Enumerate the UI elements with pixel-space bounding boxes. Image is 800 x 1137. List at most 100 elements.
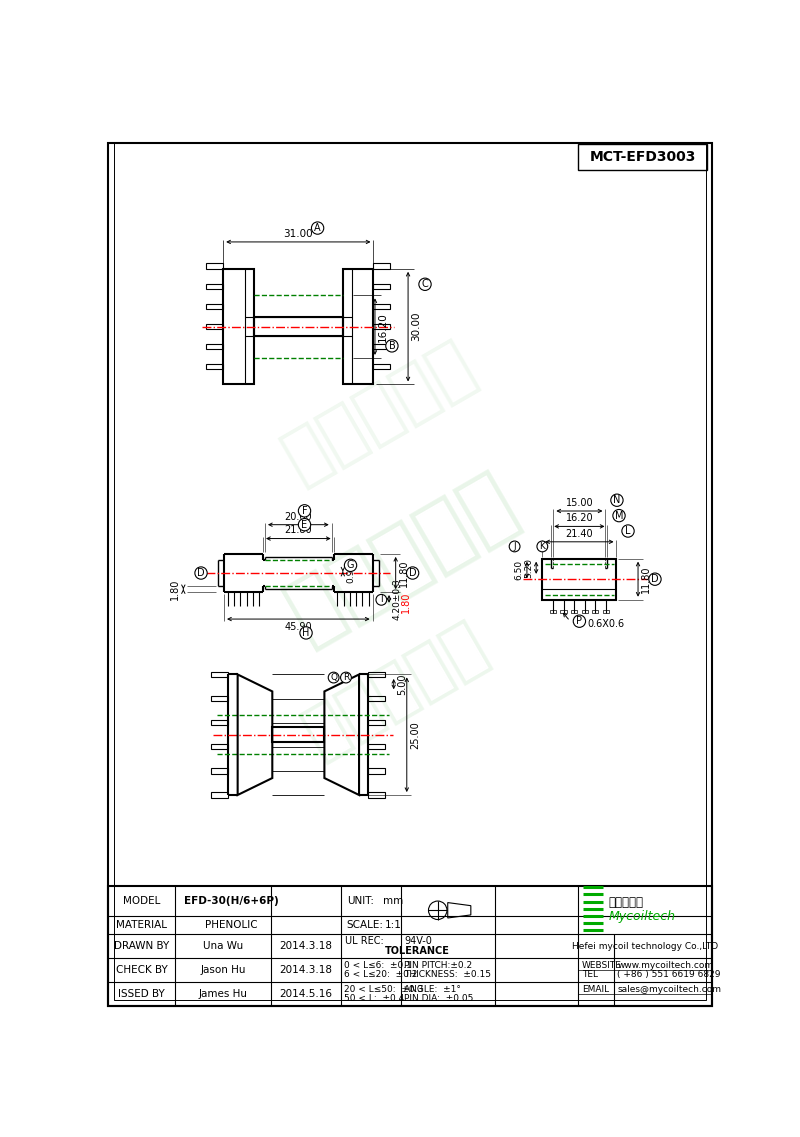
Text: 2014.3.18: 2014.3.18 — [279, 965, 333, 974]
Text: 麦可一科技: 麦可一科技 — [609, 896, 644, 910]
Circle shape — [419, 279, 431, 290]
Text: Hefei mycoil technology Co.,LTD: Hefei mycoil technology Co.,LTD — [572, 941, 718, 951]
Bar — [206, 264, 223, 268]
Text: 6 < L≤20:  ±0.2: 6 < L≤20: ±0.2 — [344, 970, 417, 979]
Text: Q: Q — [330, 673, 337, 682]
Text: MODEL: MODEL — [123, 896, 160, 906]
Text: 1:1: 1:1 — [385, 920, 402, 930]
Text: 5.20: 5.20 — [524, 558, 533, 578]
Text: PIN DIA:  ±0.05: PIN DIA: ±0.05 — [404, 994, 474, 1003]
Circle shape — [510, 541, 520, 551]
Text: mm: mm — [383, 896, 403, 906]
Bar — [592, 609, 598, 614]
Text: sales@mycoiltech.com: sales@mycoiltech.com — [617, 985, 721, 994]
Text: James Hu: James Hu — [198, 989, 248, 998]
Text: I: I — [380, 596, 382, 604]
Text: D: D — [409, 568, 417, 578]
Bar — [254, 317, 342, 335]
Bar — [582, 609, 588, 614]
Text: 0 < L≤6:  ±0.1: 0 < L≤6: ±0.1 — [344, 961, 412, 970]
Text: TEL: TEL — [582, 970, 598, 979]
Bar — [368, 792, 386, 798]
Text: B: B — [389, 341, 395, 351]
Text: C: C — [422, 280, 428, 289]
Text: G: G — [346, 561, 354, 571]
Bar — [368, 720, 386, 725]
Circle shape — [195, 567, 207, 579]
Text: P: P — [577, 616, 582, 626]
Bar — [211, 696, 229, 702]
Bar — [603, 609, 609, 614]
Text: J: J — [514, 542, 516, 551]
Text: 21.40: 21.40 — [566, 529, 594, 539]
Text: K: K — [539, 542, 546, 551]
Bar — [374, 324, 390, 329]
Text: 30.00: 30.00 — [411, 312, 421, 341]
Text: D: D — [651, 574, 658, 584]
Circle shape — [406, 567, 418, 579]
Text: 21.80: 21.80 — [285, 525, 312, 536]
Text: 45.90: 45.90 — [285, 622, 312, 632]
Text: 11.80: 11.80 — [641, 565, 651, 592]
Bar — [374, 364, 390, 370]
Bar — [578, 144, 707, 171]
Text: 6.50: 6.50 — [515, 559, 524, 580]
Circle shape — [328, 672, 339, 683]
Text: 11.80: 11.80 — [398, 559, 409, 587]
Bar — [211, 744, 229, 749]
Bar — [374, 343, 390, 349]
Text: Mycoiltech: Mycoiltech — [609, 910, 676, 923]
Bar — [211, 672, 229, 678]
Bar — [108, 887, 712, 1006]
Bar — [342, 268, 374, 384]
Text: EFD-30(H/6+6P): EFD-30(H/6+6P) — [184, 896, 278, 906]
Text: E: E — [302, 520, 307, 530]
Text: PIN PITCH:±0.2: PIN PITCH:±0.2 — [404, 961, 472, 970]
Text: Una Wu: Una Wu — [203, 941, 243, 951]
Bar — [211, 720, 229, 725]
Text: CHECK BY: CHECK BY — [116, 965, 167, 974]
Text: ANGLE:  ±1°: ANGLE: ±1° — [404, 985, 461, 994]
Text: 15.00: 15.00 — [566, 498, 594, 508]
Circle shape — [311, 222, 324, 234]
Bar — [368, 744, 386, 749]
Bar — [571, 609, 577, 614]
Circle shape — [610, 495, 623, 506]
Bar — [206, 283, 223, 289]
Bar — [368, 672, 386, 678]
Text: TOLERANCE: TOLERANCE — [386, 946, 450, 956]
Text: 5.00: 5.00 — [397, 673, 406, 695]
Bar — [206, 343, 223, 349]
Text: 20.60: 20.60 — [285, 512, 312, 522]
Bar — [272, 727, 324, 742]
Text: THICKNESS:  ±0.15: THICKNESS: ±0.15 — [404, 970, 491, 979]
Text: H: H — [302, 628, 310, 638]
Bar — [374, 264, 390, 268]
Circle shape — [649, 573, 661, 586]
Text: 16.20: 16.20 — [378, 312, 388, 341]
Text: MATERIAL: MATERIAL — [116, 920, 167, 930]
Circle shape — [298, 518, 310, 531]
Text: 2014.3.18: 2014.3.18 — [279, 941, 333, 951]
Text: ( +86 ) 551 6619 6829: ( +86 ) 551 6619 6829 — [617, 970, 721, 979]
Bar — [206, 324, 223, 329]
Text: WEBSITE: WEBSITE — [582, 961, 622, 970]
Text: A: A — [314, 223, 321, 233]
Bar — [374, 283, 390, 289]
Text: EMAIL: EMAIL — [582, 985, 609, 994]
Text: 16.20: 16.20 — [566, 513, 594, 523]
Text: L: L — [626, 526, 630, 536]
Text: 2014.5.16: 2014.5.16 — [279, 989, 333, 998]
Text: R: R — [343, 673, 349, 682]
Text: 94V-0: 94V-0 — [405, 937, 433, 946]
Bar — [211, 769, 229, 773]
Bar — [561, 609, 566, 614]
Circle shape — [341, 672, 351, 683]
Text: 1.80: 1.80 — [402, 592, 411, 614]
Bar — [368, 696, 386, 702]
Circle shape — [613, 509, 625, 522]
Bar — [374, 304, 390, 309]
Text: UNIT:: UNIT: — [347, 896, 374, 906]
Text: 4.20±0.3: 4.20±0.3 — [392, 578, 401, 620]
Text: 麦可一科技: 麦可一科技 — [291, 609, 498, 767]
